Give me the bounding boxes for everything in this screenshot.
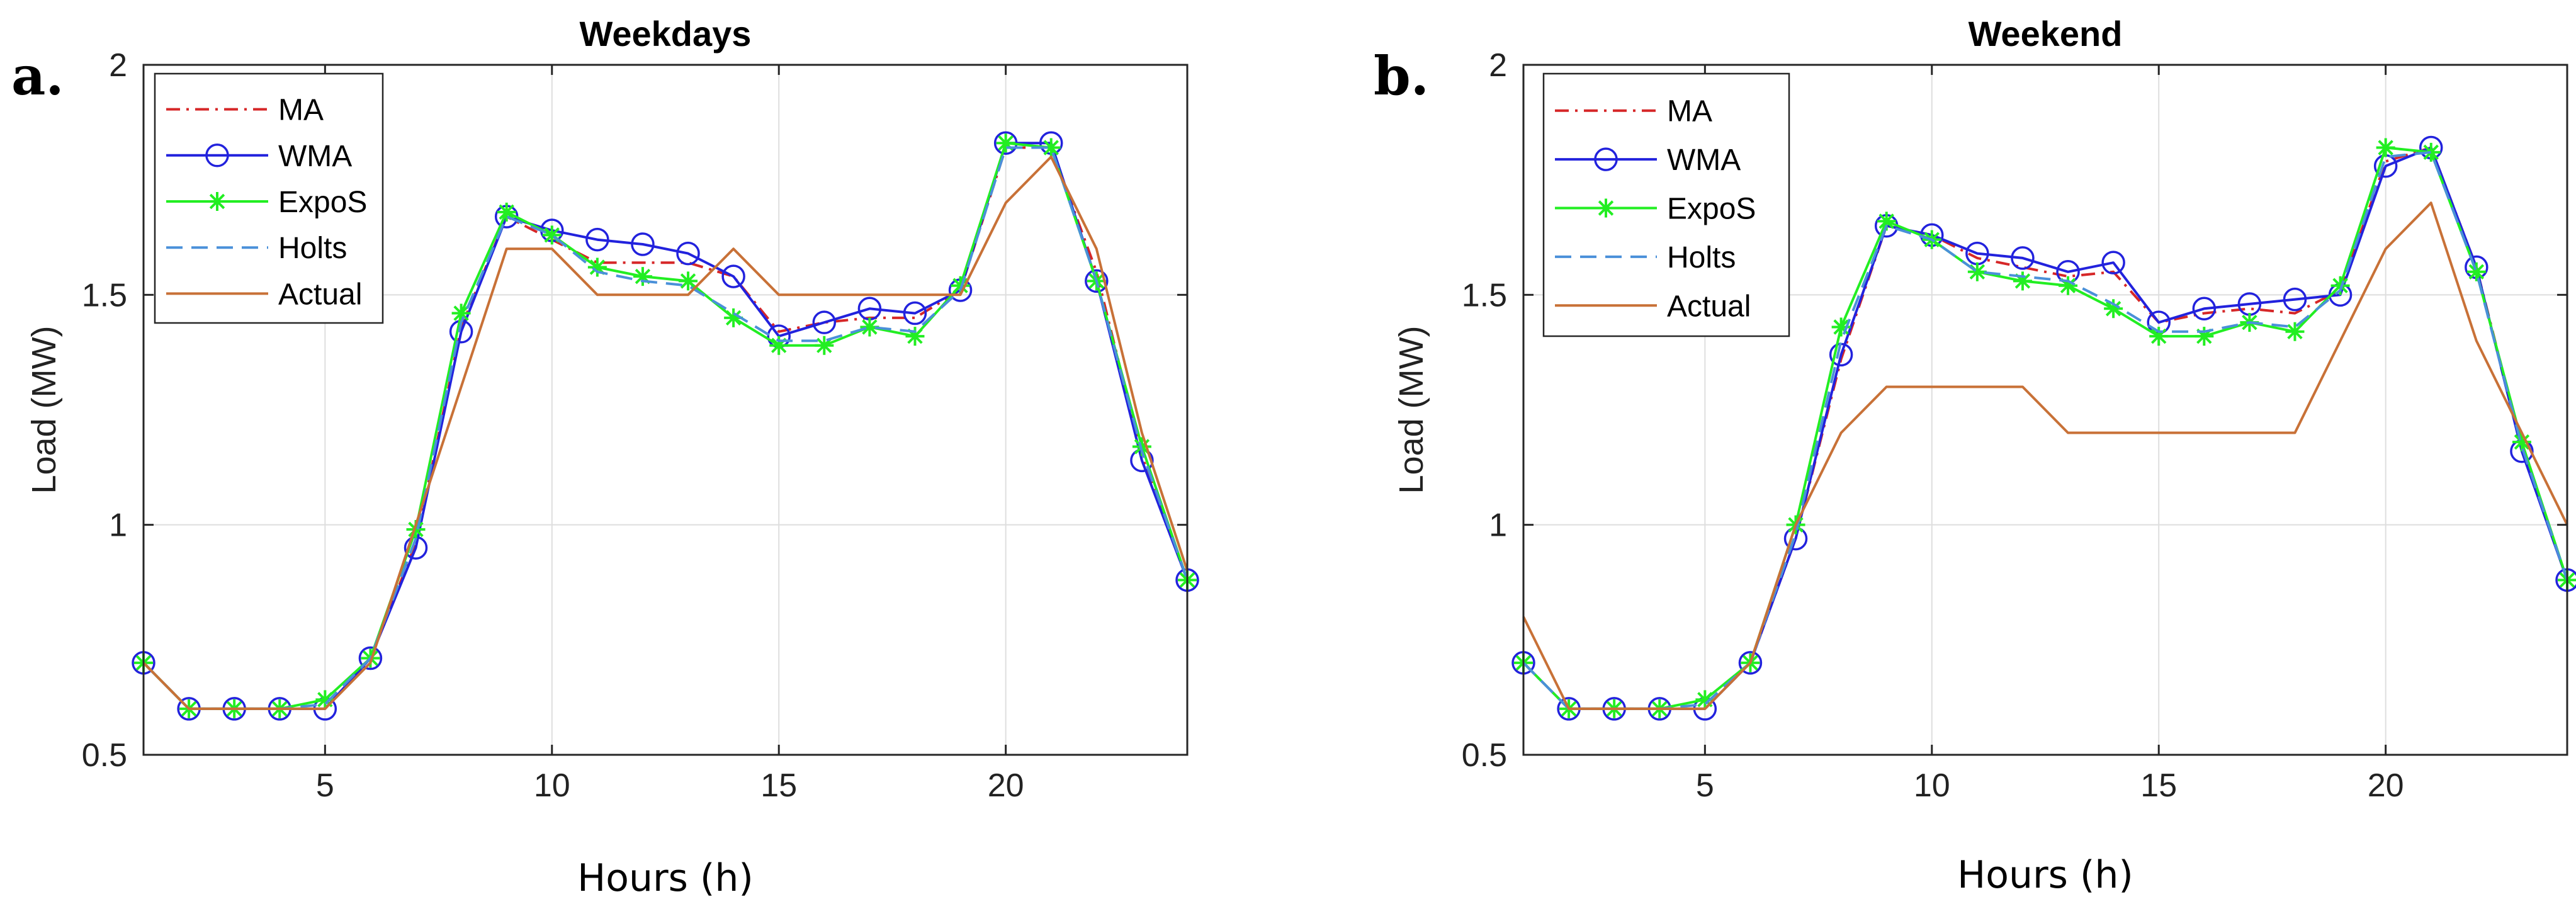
legend-label-expos: ExpoS (1667, 193, 1756, 226)
data-point-expos (2149, 327, 2169, 346)
data-point-wma (2283, 287, 2307, 312)
y-tick-label: 0.5 (1462, 737, 1507, 774)
y-tick-label: 2 (1489, 47, 1507, 84)
x-axis-label: Hours (h) (577, 856, 754, 900)
data-point-wma (1085, 269, 1109, 293)
chart-panel-1: 5 10 15 20 0.5 1 1.5 2 Weekend b. Hours (h) Load (M… (1374, 14, 2576, 897)
data-point-wma (676, 241, 700, 266)
panel-label: b. (1374, 45, 1429, 107)
data-point-expos (1831, 317, 1851, 337)
legend-label-ma: MA (1667, 95, 1712, 128)
legend-marker (205, 144, 229, 167)
data-point-expos (2195, 327, 2214, 346)
data-point-wma (2192, 297, 2217, 321)
series-line-holts (1522, 150, 2568, 710)
data-point-expos (542, 225, 562, 245)
data-point-expos (1967, 262, 1987, 281)
data-point-expos (860, 317, 879, 337)
legend-label-holts: Holts (1667, 241, 1736, 274)
x-tick-label: 15 (2140, 767, 2177, 804)
data-point-expos (679, 271, 698, 291)
data-point-expos (951, 276, 970, 295)
data-point-expos (587, 257, 607, 277)
data-point-expos (2330, 276, 2350, 295)
x-tick-label: 15 (760, 767, 797, 804)
y-tick-label: 0.5 (82, 737, 127, 774)
x-tick-label: 10 (534, 767, 570, 804)
data-point-expos (1041, 138, 1061, 157)
data-point-expos (2013, 271, 2032, 291)
legend-box (154, 72, 384, 324)
data-point-wma (812, 310, 837, 334)
data-point-expos (315, 690, 335, 709)
x-tick-label: 20 (2368, 767, 2404, 804)
legend-label-ma: MA (278, 94, 324, 127)
data-point-expos (815, 336, 834, 355)
chart-panel-0: 5 10 15 20 0.5 1 1.5 2 Weekdays a. Hours (h) Load (… (11, 14, 1199, 900)
y-axis-label: Load (MW) (1393, 325, 1430, 494)
legend-marker (208, 192, 227, 211)
series-line-actual (1522, 201, 2568, 710)
y-tick-label: 1 (1489, 507, 1507, 544)
data-point-wma (721, 264, 745, 288)
legend: MA WMA ExpoS Holts Actual (1542, 72, 1790, 337)
data-point-expos (2421, 142, 2441, 162)
x-tick-label: 5 (316, 767, 334, 804)
data-point-expos (406, 519, 426, 539)
data-point-expos (769, 336, 789, 355)
chart-title: Weekdays (580, 14, 752, 54)
data-point-wma (1738, 651, 1763, 675)
x-tick-label: 20 (988, 767, 1024, 804)
y-tick-label: 1.5 (82, 277, 127, 314)
chart-title: Weekend (1969, 14, 2123, 54)
series-line-actual (142, 155, 1189, 710)
data-point-expos (2059, 276, 2078, 295)
data-point-expos (724, 308, 743, 327)
legend: MA WMA ExpoS Holts Actual (154, 72, 384, 324)
data-point-wma (2101, 251, 2125, 274)
panel-label: a. (11, 45, 64, 107)
series-line-ma (1522, 146, 2568, 710)
data-point-wma (358, 646, 383, 670)
data-point-expos (905, 327, 925, 346)
y-tick-label: 1.5 (1462, 277, 1507, 314)
legend-marker (1596, 198, 1615, 218)
data-point-wma (903, 301, 927, 325)
data-point-wma (631, 232, 655, 256)
data-point-expos (2466, 262, 2486, 281)
legend-label-expos: ExpoS (278, 186, 367, 219)
series-line-holts (142, 146, 1189, 710)
legend-label-actual: Actual (1667, 290, 1751, 323)
data-point-expos (2376, 138, 2395, 157)
legend-label-wma: WMA (278, 140, 352, 173)
data-point-expos (996, 133, 1015, 153)
x-axis-label: Hours (h) (1957, 853, 2133, 897)
legend-label-actual: Actual (278, 278, 362, 311)
legend-box (1542, 72, 1790, 337)
data-point-expos (2285, 322, 2305, 341)
legend-marker (1594, 147, 1618, 171)
data-point-expos (2512, 432, 2531, 452)
data-point-expos (1695, 690, 1715, 709)
data-point-expos (633, 267, 652, 286)
data-point-expos (1877, 212, 1896, 231)
data-point-expos (2104, 299, 2123, 319)
data-point-wma (2011, 246, 2035, 270)
axes-box (1522, 64, 2568, 756)
data-point-expos (497, 202, 516, 222)
axes-box (142, 64, 1189, 756)
y-axis-label: Load (MW) (25, 325, 63, 494)
legend-label-wma: WMA (1667, 144, 1741, 177)
legend-label-holts: Holts (278, 232, 347, 265)
y-tick-label: 1 (109, 507, 127, 544)
y-tick-label: 2 (109, 47, 127, 84)
x-tick-label: 5 (1696, 767, 1714, 804)
x-tick-label: 10 (1914, 767, 1950, 804)
data-point-expos (451, 303, 471, 323)
data-point-wma (585, 227, 609, 252)
